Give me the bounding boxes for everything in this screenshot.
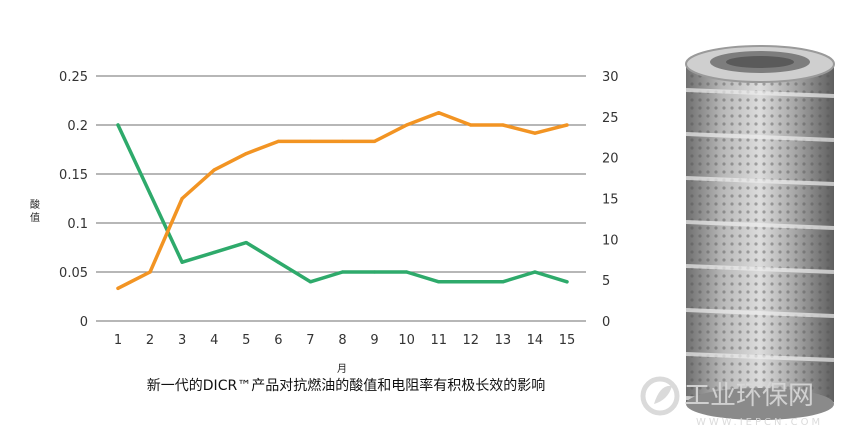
chart-caption: 新一代的DICR™产品对抗燃油的酸值和电阻率有积极长效的影响 [147, 377, 545, 394]
series-0-point [276, 260, 280, 264]
left-axis-ticks: 0 0.05 0.1 0.15 0.2 0.25 [59, 70, 88, 330]
x-tick-label: 4 [210, 333, 218, 348]
series-1-point [469, 123, 473, 127]
x-tick-label: 1 [114, 333, 122, 348]
x-tick-label: 14 [527, 333, 544, 348]
series-0-point [372, 270, 377, 274]
series-0-point [244, 241, 248, 245]
leaf-logo-icon [640, 376, 680, 416]
filter-photo: 工业环保网 WWW.IEPCN.COM [640, 45, 835, 428]
x-tick-label: 11 [430, 333, 447, 348]
x-tick-label: 8 [338, 333, 346, 348]
x-tick-label: 3 [178, 333, 186, 348]
series-0-point [180, 260, 184, 264]
series-0-point [148, 192, 152, 196]
series-1-point [340, 139, 345, 143]
series-0-point [469, 280, 473, 284]
series-1-point [565, 123, 569, 127]
x-tick-label: 5 [242, 333, 250, 348]
x-axis-label: 月 [337, 363, 347, 375]
y-tick-label: 0.2 [67, 119, 88, 134]
series-1-point [501, 123, 505, 127]
series-0-point [340, 270, 345, 274]
y-tick-label: 0.15 [59, 168, 88, 183]
x-tick-label: 2 [146, 333, 154, 348]
series-1-point [116, 286, 120, 290]
series-1-point [533, 131, 537, 135]
series-1-point [180, 196, 184, 201]
series-1-point [405, 123, 409, 127]
y2-tick-label: 10 [602, 233, 619, 248]
series-0-point [565, 280, 569, 284]
series-1-point [148, 270, 152, 274]
y-tick-label: 0.1 [67, 217, 88, 232]
y2-tick-label: 0 [602, 315, 610, 330]
series-0-point [116, 123, 120, 127]
series-lines [116, 111, 569, 291]
y2-tick-label: 20 [602, 152, 619, 167]
cylindrical-filter-element-icon [685, 45, 835, 420]
y2-tick-label: 15 [602, 193, 619, 208]
y2-tick-label: 30 [602, 70, 619, 85]
series-line-0 [116, 123, 569, 284]
right-axis-ticks: 0 5 10 15 20 25 30 [602, 70, 619, 330]
series-1-point [244, 151, 248, 156]
x-tick-label: 13 [495, 333, 512, 348]
series-0-point [533, 270, 537, 274]
x-tick-label: 15 [559, 333, 576, 348]
y-tick-label: 0.05 [59, 266, 88, 281]
x-tick-label: 10 [398, 333, 415, 348]
x-tick-label: 12 [463, 333, 480, 348]
y-axis-label: 酸值 [30, 198, 40, 224]
series-1-point [276, 139, 280, 143]
watermark: 工业环保网 WWW.IEPCN.COM [640, 376, 823, 428]
series-0-point [501, 280, 505, 284]
series-0-point [405, 270, 409, 274]
series-1-point [212, 168, 216, 172]
series-0-point [437, 280, 441, 284]
y-tick-label: 0 [80, 315, 88, 330]
series-1-point [437, 111, 441, 115]
series-0-point [212, 250, 216, 254]
watermark-brand: 工业环保网 [684, 381, 814, 411]
x-tick-label: 9 [370, 333, 378, 348]
y-tick-label: 0.25 [59, 70, 88, 85]
watermark-url: WWW.IEPCN.COM [696, 417, 823, 428]
x-tick-label: 6 [274, 333, 282, 348]
grid-lines [96, 75, 586, 322]
x-axis-ticks: 1 2 3 4 5 6 7 8 9 10 11 12 13 14 15 [114, 333, 575, 348]
y2-tick-label: 25 [602, 111, 619, 126]
series-1-point [308, 139, 313, 143]
series-0-point [308, 280, 313, 284]
y2-tick-label: 5 [602, 274, 610, 289]
x-tick-label: 7 [306, 333, 314, 348]
series-1-point [372, 139, 377, 143]
